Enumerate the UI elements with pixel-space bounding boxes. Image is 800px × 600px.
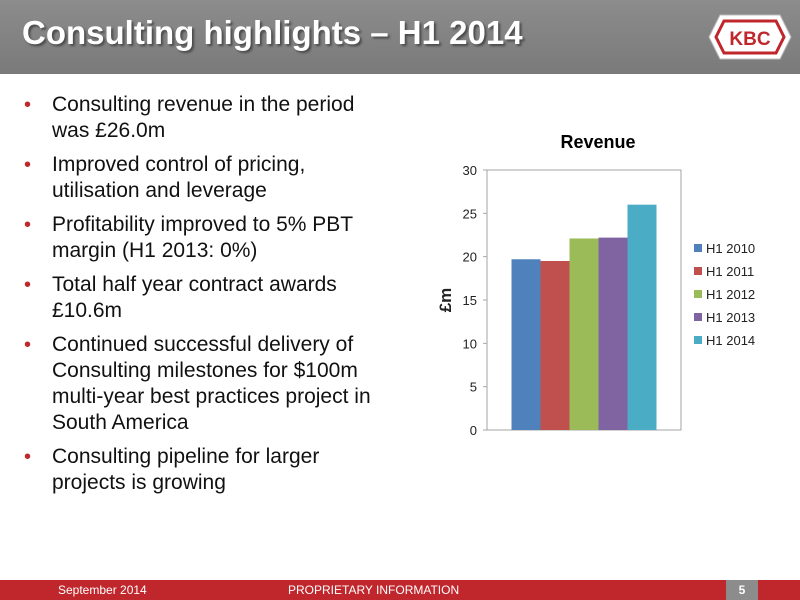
bullet-text: Consulting pipeline for larger projects …	[52, 445, 320, 494]
bullet-item: • Total half year contract awards £10.6m	[22, 272, 382, 324]
bar-h1-2014	[627, 204, 657, 430]
bullet-text: Consulting revenue in the period was £26…	[52, 93, 355, 142]
bullet-text: Continued successful delivery of Consult…	[52, 333, 371, 434]
y-axis-label: £m	[436, 288, 455, 313]
chart-title: Revenue	[560, 132, 636, 152]
bullet-item: • Profitability improved to 5% PBT margin…	[22, 212, 382, 264]
bullet-item: • Improved control of pricing, utilisatio…	[22, 152, 382, 204]
legend-swatch	[694, 336, 702, 344]
bullet-text: Profitability improved to 5% PBT margin …	[52, 213, 353, 262]
legend-swatch	[694, 244, 702, 252]
bar-h1-2012	[569, 238, 599, 430]
bullet-marker: •	[24, 214, 32, 236]
bullet-marker: •	[24, 446, 32, 468]
header-bar: Consulting highlights – H1 2014 KBC	[0, 0, 800, 74]
legend-swatch	[694, 290, 702, 298]
footer-date: September 2014	[58, 583, 147, 597]
y-tick-label: 15	[463, 293, 477, 308]
bullet-item: • Consulting revenue in the period was £2…	[22, 92, 382, 144]
y-tick-label: 10	[463, 336, 477, 351]
page-number: 5	[726, 580, 758, 600]
legend-label: H1 2014	[706, 333, 755, 348]
y-tick-label: 20	[463, 250, 477, 265]
bullet-marker: •	[24, 154, 32, 176]
y-tick-label: 30	[463, 163, 477, 178]
bullet-marker: •	[24, 334, 32, 356]
bar-h1-2011	[540, 261, 570, 430]
kbc-logo: KBC	[708, 14, 792, 60]
bullet-text: Improved control of pricing, utilisation…	[52, 153, 306, 202]
page-title: Consulting highlights – H1 2014	[22, 14, 523, 51]
bullet-item: • Consulting pipeline for larger projects…	[22, 444, 382, 496]
legend-label: H1 2010	[706, 241, 755, 256]
logo-text: KBC	[729, 29, 770, 50]
footer-bar: September 2014 PROPRIETARY INFORMATION 5	[0, 580, 800, 600]
legend-swatch	[694, 267, 702, 275]
bullet-text: Total half year contract awards £10.6m	[52, 273, 337, 322]
legend-label: H1 2012	[706, 287, 755, 302]
bullet-item: • Continued successful delivery of Consul…	[22, 332, 382, 436]
highlights-list: • Consulting revenue in the period was £2…	[22, 92, 382, 504]
legend-swatch	[694, 313, 702, 321]
y-tick-label: 5	[470, 380, 477, 395]
legend-label: H1 2011	[706, 264, 754, 279]
bar-h1-2013	[598, 237, 628, 430]
y-tick-label: 0	[470, 423, 477, 438]
footer-proprietary-notice: PROPRIETARY INFORMATION	[288, 583, 460, 597]
legend-label: H1 2013	[706, 310, 755, 325]
bar-h1-2010	[511, 259, 541, 430]
bullet-marker: •	[24, 274, 32, 296]
y-tick-label: 25	[463, 206, 477, 221]
bullet-marker: •	[24, 94, 32, 116]
